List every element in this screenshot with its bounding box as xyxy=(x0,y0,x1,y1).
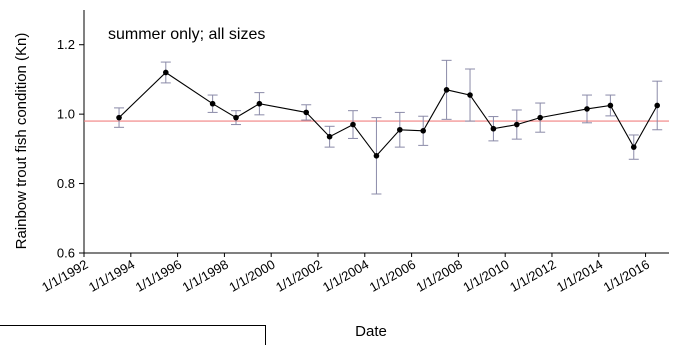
data-point xyxy=(233,114,239,121)
x-tick-label: 1/1/2014 xyxy=(554,257,605,295)
x-tick-label: 1/1/2002 xyxy=(273,257,324,295)
data-point xyxy=(256,100,263,107)
data-point xyxy=(513,121,520,128)
data-point xyxy=(537,114,543,121)
x-tick-label: 1/1/1994 xyxy=(86,257,137,295)
y-tick-label: 0.6 xyxy=(57,246,75,261)
data-point xyxy=(163,69,169,76)
data-point xyxy=(326,133,333,140)
data-point xyxy=(303,109,310,116)
y-tick-label: 1.0 xyxy=(57,107,75,122)
data-point xyxy=(467,92,473,98)
data-point xyxy=(209,100,216,107)
x-tick-label: 1/1/1998 xyxy=(180,257,231,295)
x-tick-label: 1/1/2016 xyxy=(601,257,652,295)
x-tick-label: 1/1/2004 xyxy=(320,257,371,295)
y-tick-label: 0.8 xyxy=(57,176,75,191)
x-tick-label: 1/1/2008 xyxy=(414,257,465,295)
data-point xyxy=(116,114,122,121)
data-point xyxy=(350,121,356,128)
data-point xyxy=(373,153,380,159)
x-axis-title: Date xyxy=(355,323,387,340)
chart-annotation: summer only; all sizes xyxy=(108,26,265,43)
data-point xyxy=(397,126,403,133)
y-axis-title: Rainbow trout fish condition (Kn) xyxy=(13,33,30,250)
data-point xyxy=(607,102,614,109)
x-tick-label: 1/1/2010 xyxy=(460,257,511,295)
data-point xyxy=(654,102,661,109)
data-point xyxy=(420,128,427,134)
caption-frame xyxy=(0,325,266,345)
data-point xyxy=(490,125,497,132)
x-tick-label: 1/1/1996 xyxy=(133,257,184,295)
x-tick-label: 1/1/2012 xyxy=(507,257,558,295)
x-tick-label: 1/1/2000 xyxy=(226,257,277,295)
y-tick-label: 1.2 xyxy=(57,37,75,52)
x-tick-label: 1/1/1992 xyxy=(39,257,90,295)
data-point xyxy=(630,144,637,150)
data-point xyxy=(443,87,450,93)
x-tick-label: 1/1/2006 xyxy=(367,257,418,295)
data-point xyxy=(584,106,590,112)
series-line xyxy=(118,71,658,157)
